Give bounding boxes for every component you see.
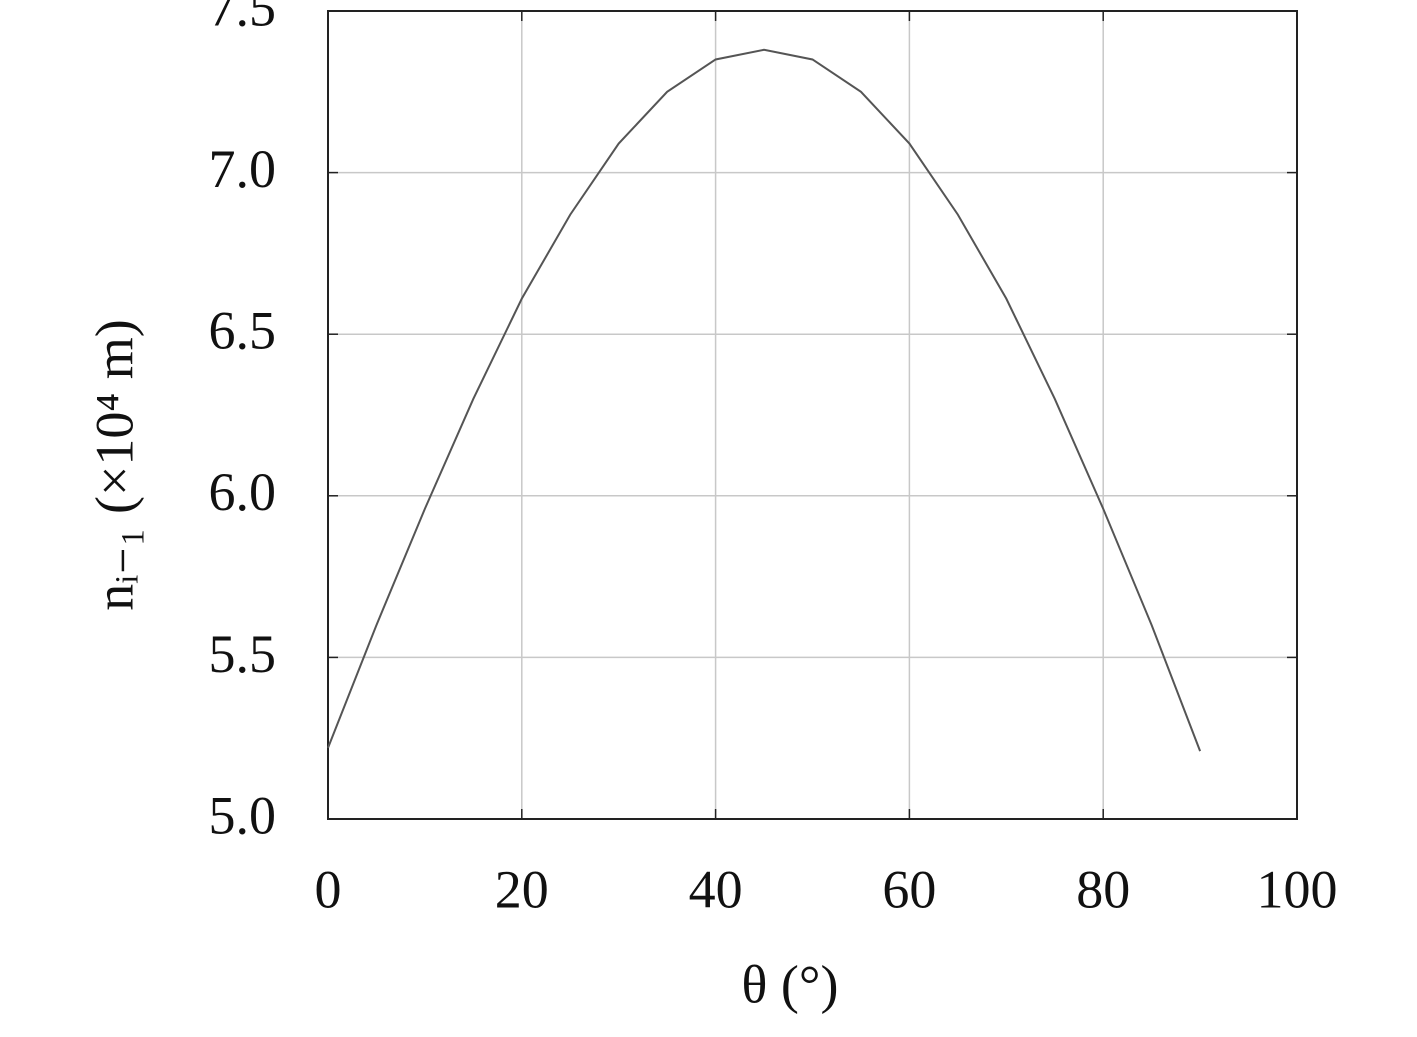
x-tick-label: 20 (495, 859, 549, 919)
x-tick-label: 60 (882, 859, 936, 919)
y-tick-label: 5.0 (209, 785, 277, 845)
y-tick-label: 6.0 (209, 462, 277, 522)
x-tick-label: 100 (1257, 859, 1338, 919)
y-tick-label: 6.5 (209, 301, 277, 361)
y-tick-label: 5.5 (209, 624, 277, 684)
x-tick-label: 80 (1076, 859, 1130, 919)
plot-frame (327, 10, 1298, 820)
y-axis-label: nᵢ₋₁ (×10⁴ m) (84, 319, 144, 610)
x-tick-label: 40 (689, 859, 743, 919)
y-tick-label: 7.0 (209, 139, 277, 199)
data-line (327, 48, 1202, 752)
x-axis-label: θ (°) (742, 954, 839, 1014)
x-tick-label: 0 (315, 859, 342, 919)
y-tick-label: 7.5 (209, 0, 277, 37)
